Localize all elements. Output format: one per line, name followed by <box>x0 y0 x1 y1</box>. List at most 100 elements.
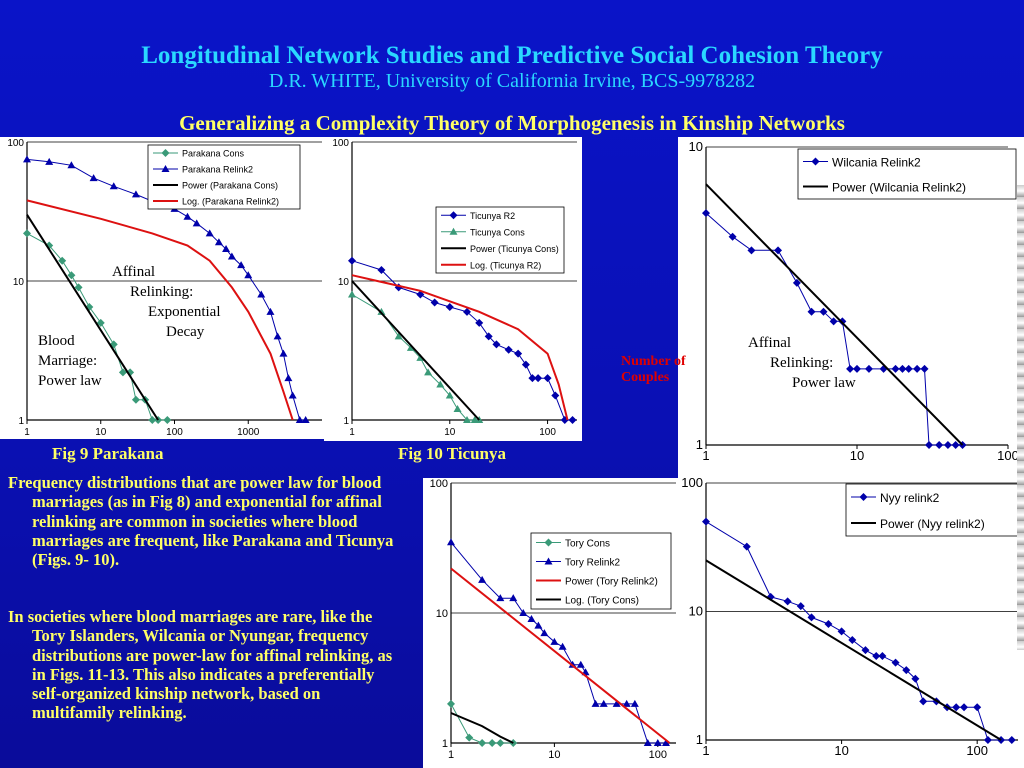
chart-tory: 1 10 100 1 10 100 Tory Cons Tory Relink2 Power (… <box>423 478 683 768</box>
ticunya-series-0-point <box>492 340 501 349</box>
tory-series-1-point <box>612 699 621 707</box>
nyy-legend-label: Nyy relink2 <box>880 491 940 505</box>
nyy-series-0-point <box>952 703 961 712</box>
ticunya-legend-marker <box>449 227 458 235</box>
parakana-legend-label: Power (Parakana Cons) <box>182 181 278 191</box>
parakana-series-1-point <box>244 271 253 279</box>
parakana-series-1-point <box>266 307 275 315</box>
decorative-edge <box>1017 185 1024 650</box>
ticunya-series-0-point <box>377 265 386 274</box>
paragraph-1: Frequency distributions that are power l… <box>8 473 394 570</box>
ticunya-series-0-point <box>484 332 493 341</box>
tory-legend-marker <box>544 538 553 547</box>
chart-parakana-svg: 1 10 100 1 10 100 1000 Parakana Cons Parakana Re… <box>7 138 322 438</box>
parakana-series-0-point <box>131 395 140 404</box>
tory-legend <box>530 532 672 610</box>
slide-subtitle: D.R. WHITE, University of California Irv… <box>268 70 756 92</box>
parakana-annotation: Affinal <box>112 264 155 280</box>
nyy-series-0-point <box>742 542 751 551</box>
chart-wilcania: 1 10 1 10 100 Wilcania Relink2 Power (Wilcania… <box>678 137 1024 479</box>
parakana-series-1-point <box>214 238 223 246</box>
wilcania-series-0-point <box>925 441 934 449</box>
nyy-series-0-point <box>824 619 833 628</box>
ticunya-series-1-point <box>436 380 445 388</box>
tory-series-1-point <box>643 739 652 746</box>
wilcania-series-0-point <box>943 441 952 449</box>
number-of-couples-line1: Number of <box>621 354 686 369</box>
tory-series-1-point <box>527 614 536 622</box>
nyy-series-0-point <box>878 652 887 661</box>
parakana-series-1-point <box>227 252 236 260</box>
ticunya-series-1-point <box>377 307 386 315</box>
wilcania-series-1-line <box>705 183 964 446</box>
ticunya-x-tick-label: 10 <box>444 427 456 438</box>
tory-legend-label: Tory Relink2 <box>565 558 620 569</box>
parakana-series-1-connector <box>26 158 306 421</box>
ticunya-legend <box>435 206 565 274</box>
parakana-annotation: Exponential <box>148 304 220 320</box>
ticunya-series-0-point <box>551 391 560 400</box>
parakana-series-0-point <box>85 303 94 312</box>
ticunya-legend-label: Ticunya R2 <box>470 211 515 221</box>
nyy-series-1-line <box>705 559 1002 741</box>
nyy-series-0-point <box>837 627 846 636</box>
ticunya-series-2-line <box>351 280 480 421</box>
tory-series-1-point <box>550 637 559 645</box>
wilcania-series-0-point <box>864 364 873 373</box>
tory-y-tick-label: 1 <box>442 738 448 750</box>
ticunya-series-0-point <box>348 256 356 265</box>
wilcania-series-0-point <box>702 209 710 218</box>
chart-nyy: 1 10 100 1 10 100 Nyy relink2 Power (Nyy relink… <box>678 478 1024 768</box>
parakana-legend-label: Log. (Parakana Relink2) <box>182 197 279 207</box>
parakana-series-0-point <box>163 416 172 424</box>
tory-legend-marker <box>544 557 553 565</box>
parakana-series-1-point <box>109 182 118 190</box>
ticunya-series-0-point <box>521 360 530 369</box>
wilcania-series-0-point <box>913 364 922 373</box>
ticunya-series-0-point <box>445 303 454 312</box>
wilcania-series-0-point <box>891 364 900 373</box>
tory-x-tick-label: 10 <box>548 749 560 761</box>
ticunya-legend-label: Log. (Ticunya R2) <box>470 260 541 270</box>
tory-series-0-connector <box>450 703 514 744</box>
parakana-legend-marker <box>161 165 170 172</box>
tory-y-tick-label: 100 <box>430 478 448 490</box>
caption-fig10: Fig 10 Ticunya <box>398 444 507 463</box>
tory-series-2-line <box>450 567 671 744</box>
nyy-y-tick-label: 100 <box>681 478 703 490</box>
nyy-y-tick-label: 1 <box>696 732 703 747</box>
parakana-series-1-point <box>131 190 140 198</box>
nyy-x-tick-label: 100 <box>966 743 988 758</box>
tory-series-3-line <box>450 712 514 744</box>
nyy-series-0-point <box>973 703 982 712</box>
wilcania-series-0-point <box>898 364 907 373</box>
chart-wilcania-svg: 1 10 1 10 100 Wilcania Relink2 Power (Wilcania… <box>689 139 1019 463</box>
nyy-series-0-point <box>702 517 710 526</box>
tory-y-tick-label: 10 <box>436 608 448 620</box>
chart-nyy-svg: 1 10 100 1 10 100 Nyy relink2 Power (Nyy relink… <box>681 478 1019 758</box>
ticunya-series-0-point <box>430 298 439 307</box>
nyy-series-0-point <box>807 613 816 622</box>
wilcania-annotation: Power law <box>792 375 856 391</box>
tory-series-1-point <box>653 739 662 746</box>
ticunya-legend-label: Ticunya Cons <box>470 227 525 237</box>
parakana-series-1-point <box>273 332 282 340</box>
parakana-series-1-point <box>192 219 201 227</box>
wilcania-series-0-connector <box>705 212 963 446</box>
wilcania-annotation: Affinal <box>748 335 791 351</box>
wilcania-series-0-point <box>807 307 816 316</box>
tory-legend-label: Power (Tory Relink2) <box>565 577 658 588</box>
parakana-series-3-line <box>26 199 294 421</box>
tory-series-0-point <box>488 739 497 747</box>
wilcania-annotation: Relinking: <box>770 355 833 371</box>
parakana-series-0-point <box>23 229 31 238</box>
parakana-series-0-point <box>148 416 157 424</box>
parakana-series-1-point <box>67 161 76 169</box>
ticunya-series-0-point <box>528 374 537 383</box>
ticunya-x-tick-label: 1 <box>349 427 355 438</box>
nyy-series-0-point <box>983 736 992 744</box>
slide-title: Longitudinal Network Studies and Predict… <box>141 42 883 69</box>
tory-series-1-point <box>496 594 505 602</box>
parakana-annotation: Power law <box>38 373 102 389</box>
parakana-x-tick-label: 100 <box>166 427 183 438</box>
